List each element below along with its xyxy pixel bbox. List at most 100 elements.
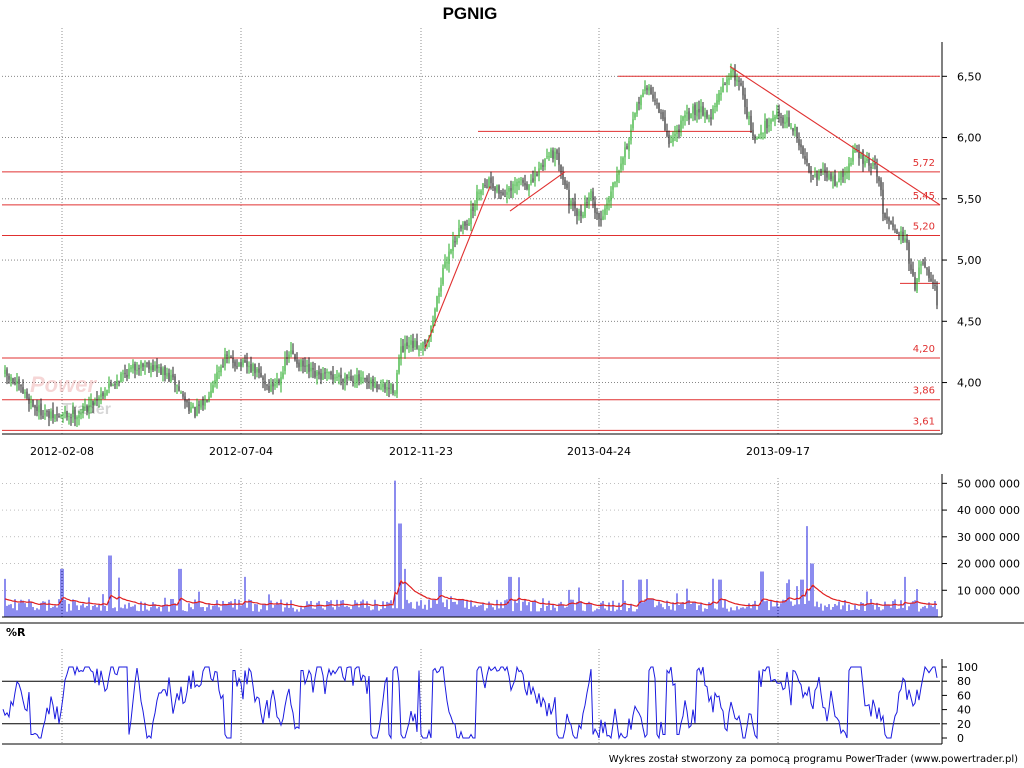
x-tick-label: 2012-02-08 [30,445,94,458]
price-candles [4,63,938,428]
candle-body [616,174,618,182]
candle-body [24,392,26,394]
candle-body [716,100,718,108]
candle-body [378,388,380,390]
candle-body [930,278,932,281]
candle-body [198,404,200,407]
candle-body [514,184,516,186]
candle-body [182,393,184,397]
candle-body [700,106,702,113]
candle-body [12,378,14,384]
candle-body [36,406,38,411]
candle-body [450,249,452,253]
candle-body [134,364,136,371]
candle-body [472,207,474,212]
volume-tick-label: 30 000 000 [957,531,1020,544]
candle-body [674,133,676,137]
candle-body [738,80,740,82]
candle-body [764,120,766,134]
candle-body [136,369,138,371]
candle-body [402,345,404,353]
watermark: Power Trader [30,372,111,418]
candle-body [410,340,412,345]
candle-body [888,218,890,222]
candle-body [492,183,494,189]
candle-body [776,111,778,118]
candle-body [918,267,920,280]
candle-body [622,157,624,165]
candle-body [638,101,640,104]
candle-body [530,179,532,184]
candle-body [220,366,222,373]
candle-body [532,178,534,182]
candle-body [916,278,918,291]
candle-body [702,106,704,116]
candle-body [8,375,10,380]
candle-body [452,239,454,252]
candle-body [68,416,70,418]
candle-body [756,138,758,140]
candle-body [44,412,46,416]
candle-body [170,375,172,382]
candle-body [612,183,614,190]
candle-body [312,368,314,370]
candle-body [72,410,74,418]
candle-body [908,242,910,264]
candle-body [230,356,232,358]
candle-body [778,110,780,117]
candle-body [526,183,528,190]
candle-body [236,366,238,368]
candle-body [850,162,852,165]
candle-body [484,185,486,187]
candle-body [22,387,24,394]
candle-body [644,86,646,92]
candle-body [598,212,600,220]
candle-body [384,383,386,390]
candle-body [782,117,784,124]
candle-body [122,373,124,375]
candle-body [200,400,202,408]
candle-body [860,152,862,158]
candle-body [832,176,834,181]
candle-body [772,118,774,122]
candle-body [912,268,914,276]
candle-body [240,362,242,367]
candle-body [684,114,686,118]
candle-body [582,214,584,218]
candle-body [896,230,898,234]
level-label: 5,20 [913,222,935,233]
candle-body [744,94,746,108]
y-tick-label: 4,50 [957,315,982,328]
candle-body [550,149,552,158]
candle-body [10,377,12,382]
candle-body [574,201,576,209]
candle-body [228,356,230,359]
candle-body [710,117,712,120]
candle-body [554,151,556,159]
candle-body [78,415,80,418]
candle-body [592,191,594,201]
level-label: 3,61 [913,416,935,427]
candle-body [448,251,450,265]
candle-body [790,127,792,129]
candle-body [898,234,900,236]
candle-body [38,405,40,413]
volume-tick-label: 10 000 000 [957,584,1020,597]
candle-body [114,384,116,386]
candle-body [296,359,298,364]
candle-body [658,102,660,113]
credit-text: Wykres został stworzony za pomocą progra… [609,754,1018,765]
candle-body [206,400,208,402]
candle-body [892,223,894,228]
candle-body [360,377,362,383]
candle-body [464,221,466,226]
candle-body [820,168,822,174]
candle-body [264,380,266,385]
candle-body [280,377,282,385]
candle-body [502,192,504,196]
candle-body [102,392,104,397]
candle-body [372,378,374,387]
candle-body [190,407,192,413]
candle-body [562,173,564,180]
candle-body [910,264,912,271]
